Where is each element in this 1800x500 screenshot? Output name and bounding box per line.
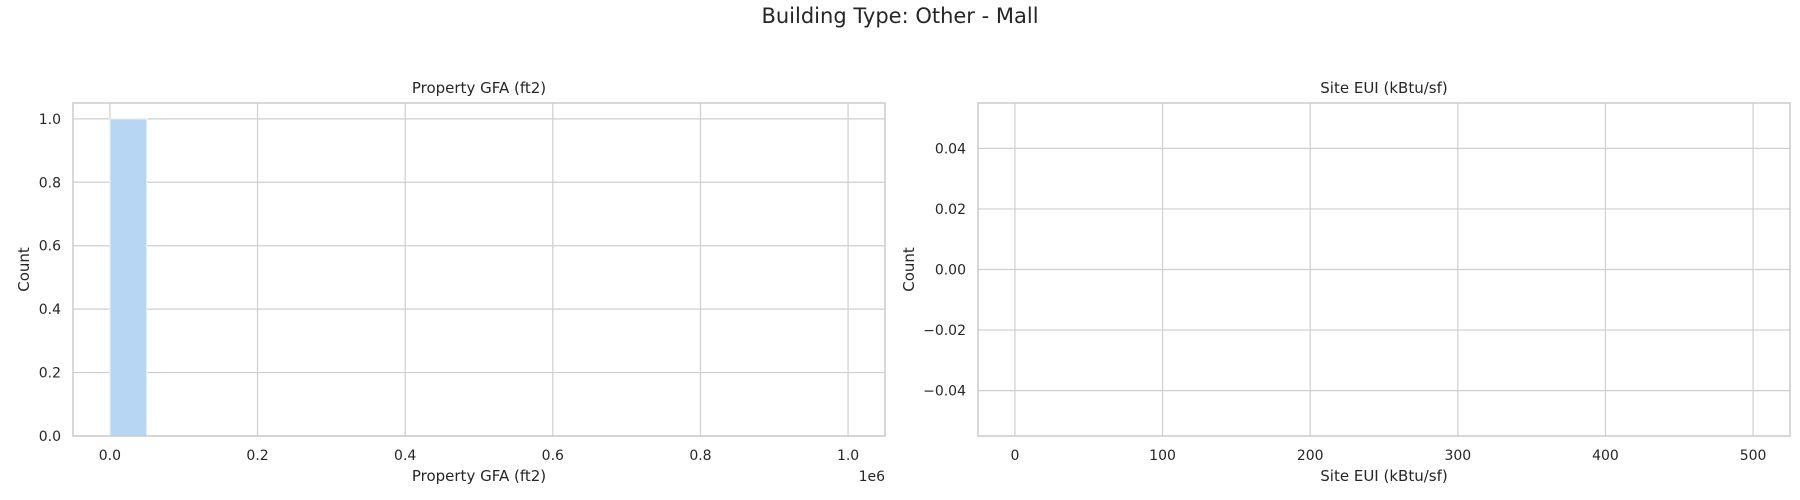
panel-2-x-axis-label: Site EUI (kBtu/sf) [1320,467,1447,485]
panel-1-x-tick-label-5: 1.0 [837,448,859,464]
panel-2-x-tick-label-1: 100 [1149,448,1176,464]
panel-1-y-tick-label-5: 1.0 [39,112,61,128]
panel-1-title: Property GFA (ft2) [412,79,546,97]
panel-1-y-tick-label-2: 0.4 [39,302,61,318]
panel-2-x-tick-label-2: 200 [1297,448,1324,464]
panel-1-y-tick-label-4: 0.8 [39,175,61,191]
figure-title: Building Type: Other - Mall [761,4,1039,28]
panel-2-title: Site EUI (kBtu/sf) [1320,79,1447,97]
panel-2-y-axis-label: Count [900,247,918,292]
panel-2-x-tick-label-0: 0 [1010,448,1019,464]
panel-2-x-tick-label-5: 500 [1740,448,1767,464]
panel-2-y-tick-label-1: −0.02 [923,323,966,339]
panel-1-x-tick-label-1: 0.2 [246,448,268,464]
panel-1-x-axis-label: Property GFA (ft2) [412,467,546,485]
panel-2-x-tick-label-4: 400 [1592,448,1619,464]
panel-1-x-offset-text: 1e6 [859,469,886,485]
panel-2-y-tick-label-3: 0.02 [935,202,966,218]
panel-1-plot-frame [72,102,886,437]
panel-1-x-tick-label-2: 0.4 [394,448,416,464]
panel-1-y-tick-label-1: 0.2 [39,366,61,382]
panel-1-y-axis-label: Count [15,247,33,292]
panel-2-y-tick-label-0: −0.04 [923,384,966,400]
panel-1-x-tick-label-0: 0.0 [99,448,121,464]
panel-1-x-tick-label-3: 0.6 [542,448,564,464]
panel-1-y-tick-label-3: 0.6 [39,239,61,255]
panel-2-y-tick-label-4: 0.04 [935,141,966,157]
panel-1-histogram-bar-0 [109,118,148,437]
panel-2-x-tick-label-3: 300 [1444,448,1471,464]
panel-2-y-tick-label-2: 0.00 [935,263,966,279]
panel-1-y-tick-label-0: 0.0 [39,429,61,445]
panel-2-plot-frame [977,102,1791,437]
panel-1-x-tick-label-4: 0.8 [689,448,711,464]
